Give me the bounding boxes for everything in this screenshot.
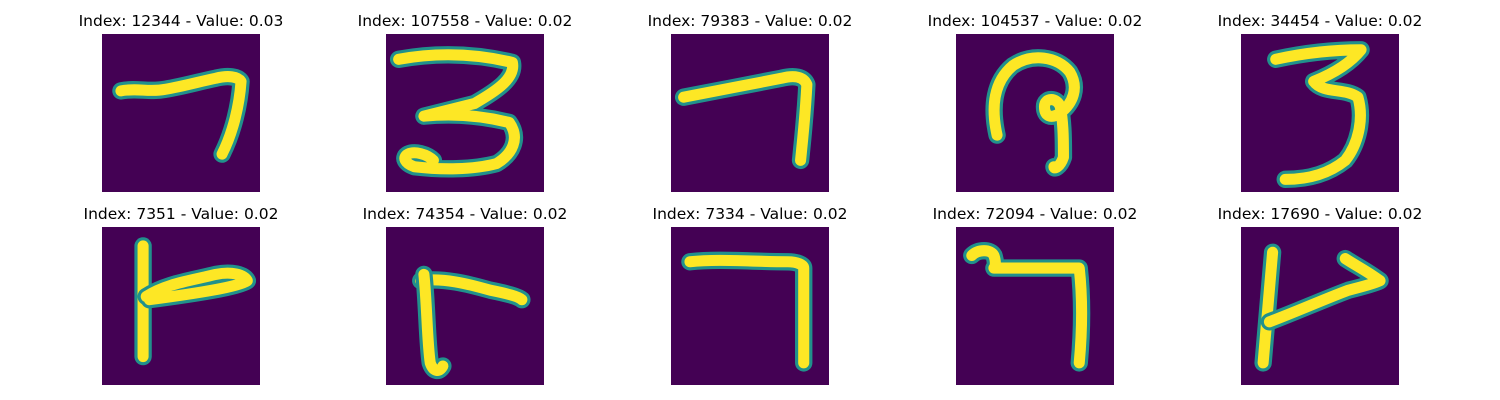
digit-image [1241, 227, 1399, 385]
panel-title: Index: 7334 - Value: 0.02 [652, 205, 848, 223]
stroke-core [988, 52, 1080, 174]
panel-title: Index: 107558 - Value: 0.02 [357, 12, 573, 30]
stroke-core [1257, 246, 1279, 369]
panel-title: Index: 72094 - Value: 0.02 [932, 205, 1138, 223]
image-background [102, 227, 260, 385]
digit-image [671, 34, 829, 192]
panel-title: Index: 34454 - Value: 0.02 [1217, 12, 1423, 30]
digit-image [1241, 34, 1399, 192]
digit-image [956, 227, 1114, 385]
stroke-core [115, 71, 247, 160]
stroke-core [140, 267, 253, 306]
panel-title: Index: 79383 - Value: 0.02 [647, 12, 853, 30]
digit-image [386, 227, 544, 385]
digit-image [386, 34, 544, 192]
panel-title: Index: 7351 - Value: 0.02 [83, 205, 279, 223]
digit-image [102, 34, 260, 192]
panel-title: Index: 74354 - Value: 0.02 [362, 205, 568, 223]
panel-title: Index: 17690 - Value: 0.02 [1217, 205, 1423, 223]
stroke-core [393, 49, 520, 175]
digit-image [671, 227, 829, 385]
stroke-core [1263, 253, 1386, 328]
stroke-core [684, 254, 810, 369]
digit-image [956, 34, 1114, 192]
panel-title: Index: 12344 - Value: 0.03 [78, 12, 284, 30]
stroke-core [1270, 44, 1367, 185]
digit-image [102, 227, 260, 385]
stroke-core [966, 245, 1088, 369]
stroke-core [678, 71, 813, 166]
stroke-core [418, 268, 449, 376]
panel-title: Index: 104537 - Value: 0.02 [927, 12, 1143, 30]
stroke-core [415, 274, 528, 306]
